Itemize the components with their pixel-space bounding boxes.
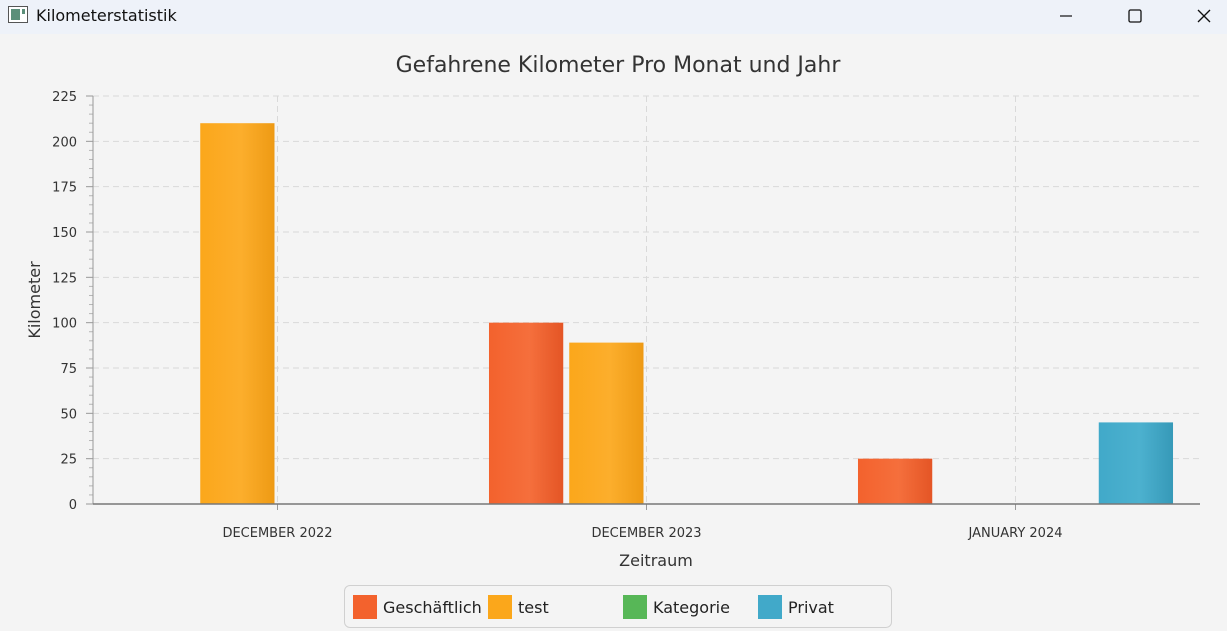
y-tick-label: 100 [52,317,77,332]
legend-label: test [518,597,549,617]
bar-chart: Gefahrene Kilometer Pro Monat und Jahr 0… [25,53,1200,570]
y-tick-label: 75 [60,362,77,377]
legend-label: Geschäftlich [383,597,482,617]
bar-test [569,342,644,504]
bar-gesch-ftlich [488,322,564,504]
legend-item: Geschäftlich [353,595,482,619]
bar-gesch-ftlich [857,458,933,504]
x-tick-label: JANUARY 2024 [968,526,1063,541]
title-bar: Kilometerstatistik [0,0,1227,34]
y-tick-label: 175 [52,181,77,196]
legend-item: Privat [758,595,834,619]
legend-item: Kategorie [623,595,730,619]
legend-swatch [353,595,377,619]
chart-legend: Geschäftlich test Kategorie Privat [344,585,892,628]
legend-label: Kategorie [653,597,730,617]
legend-swatch [758,595,782,619]
legend-item: test [488,595,549,619]
bar-test [200,123,275,504]
maximize-button[interactable] [1112,0,1158,32]
minimize-icon [1060,15,1072,17]
legend-label: Privat [788,597,834,617]
y-tick-label: 150 [52,226,77,241]
bar-privat [1098,422,1174,504]
y-axis-label: Kilometer [25,261,44,339]
close-icon [1197,9,1211,23]
y-tick-label: 225 [52,90,77,105]
x-tick-label: DECEMBER 2023 [591,526,701,541]
x-tick-label: DECEMBER 2022 [222,526,332,541]
legend-swatch [623,595,647,619]
y-tick-label: 200 [52,135,77,150]
window-title: Kilometerstatistik [36,6,177,25]
y-tick-label: 0 [69,498,77,513]
y-tick-label: 125 [52,271,77,286]
x-axis-label: Zeitraum [619,551,693,570]
y-tick-label: 25 [60,453,77,468]
window-icon [8,6,28,23]
minimize-button[interactable] [1043,0,1089,32]
chart-title: Gefahrene Kilometer Pro Monat und Jahr [396,53,842,78]
legend-swatch [488,595,512,619]
maximize-icon [1128,9,1142,23]
y-tick-label: 50 [60,407,77,422]
close-button[interactable] [1181,0,1227,32]
